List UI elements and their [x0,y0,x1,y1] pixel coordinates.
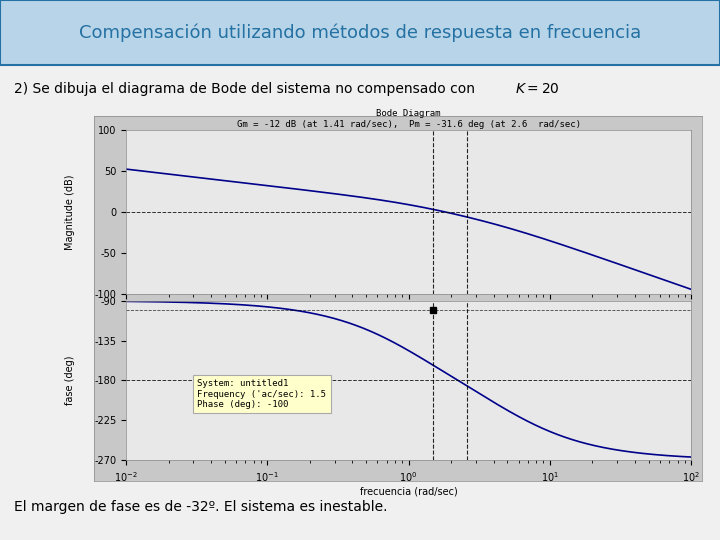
Text: System: untitled1
Frequency ('ac/sec): 1.5
Phase (deg): -100: System: untitled1 Frequency ('ac/sec): 1… [197,379,326,409]
Text: El margen de fase es de -32º. El sistema es inestable.: El margen de fase es de -32º. El sistema… [14,501,388,514]
Text: Compensación utilizando métodos de respuesta en frecuencia: Compensación utilizando métodos de respu… [79,23,641,42]
Y-axis label: Magnitude (dB): Magnitude (dB) [65,174,75,249]
Text: 2) Se dibuja el diagrama de Bode del sistema no compensado con: 2) Se dibuja el diagrama de Bode del sis… [14,82,475,96]
Title: Bode Diagram
Gm = -12 dB (at 1.41 rad/sec),  Pm = -31.6 deg (at 2.6  rad/sec): Bode Diagram Gm = -12 dB (at 1.41 rad/se… [237,110,580,129]
Y-axis label: fase (deg): fase (deg) [65,356,75,405]
X-axis label: frecuencia (rad/sec): frecuencia (rad/sec) [360,487,457,496]
Text: $K = 20$: $K = 20$ [515,82,559,96]
